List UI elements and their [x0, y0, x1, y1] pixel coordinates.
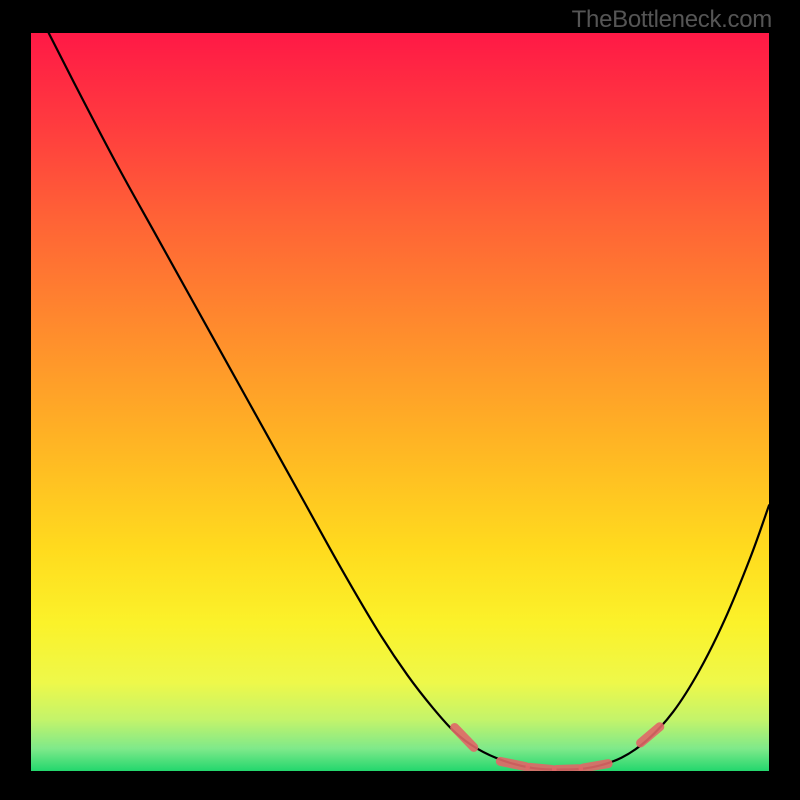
valley-dash-2 — [530, 767, 552, 769]
valley-dash-4 — [583, 764, 608, 768]
chart-background — [31, 33, 769, 771]
valley-dash-1 — [500, 761, 525, 766]
watermark-text: TheBottleneck.com — [572, 6, 772, 34]
chart-frame: TheBottleneck.com — [0, 0, 800, 800]
bottleneck-chart — [0, 0, 800, 800]
valley-dash-3 — [556, 769, 578, 770]
